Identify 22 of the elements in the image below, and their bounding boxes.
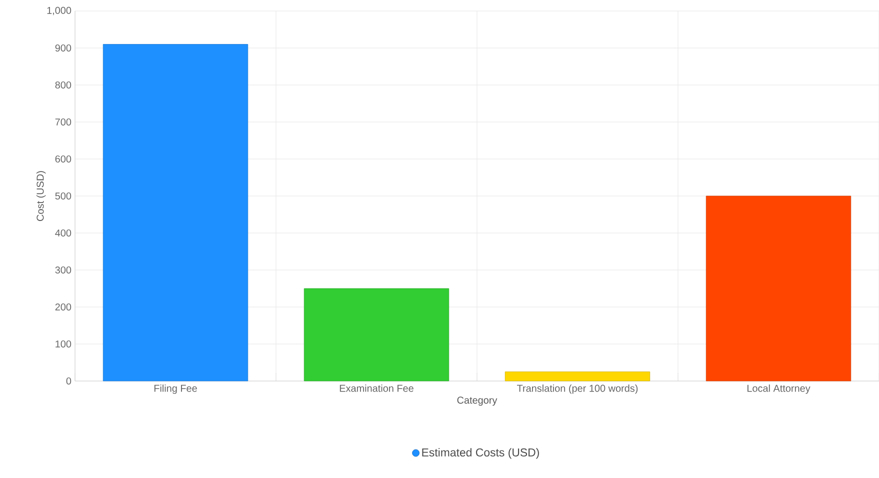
- bar: [102, 44, 248, 382]
- y-tick-label: 1,000: [47, 6, 72, 16]
- y-tick-label: 300: [55, 266, 72, 274]
- y-axis-title: Cost (USD): [36, 171, 46, 221]
- bar: [504, 372, 650, 382]
- y-tick-label: 400: [55, 229, 72, 237]
- bar: [706, 196, 852, 382]
- bar: [304, 288, 450, 382]
- x-axis-title: Category: [457, 396, 498, 406]
- y-tick-label: 900: [55, 44, 72, 52]
- x-tick-label: Examination Fee: [340, 384, 414, 392]
- y-tick-label: 600: [55, 155, 72, 163]
- y-tick-label: 700: [55, 118, 72, 126]
- legend-label: Estimated Costs (USD): [422, 448, 539, 459]
- x-tick-label: Translation (per 100 words): [517, 384, 638, 394]
- x-tick-label: Filing Fee: [154, 384, 197, 394]
- y-tick-label: 800: [55, 81, 72, 89]
- y-tick-label: 0: [66, 377, 72, 385]
- y-tick-label: 500: [55, 192, 72, 200]
- y-tick-label: 200: [55, 303, 72, 311]
- y-tick-label: 100: [56, 340, 72, 348]
- x-tick-label: Local Attorney: [747, 384, 810, 394]
